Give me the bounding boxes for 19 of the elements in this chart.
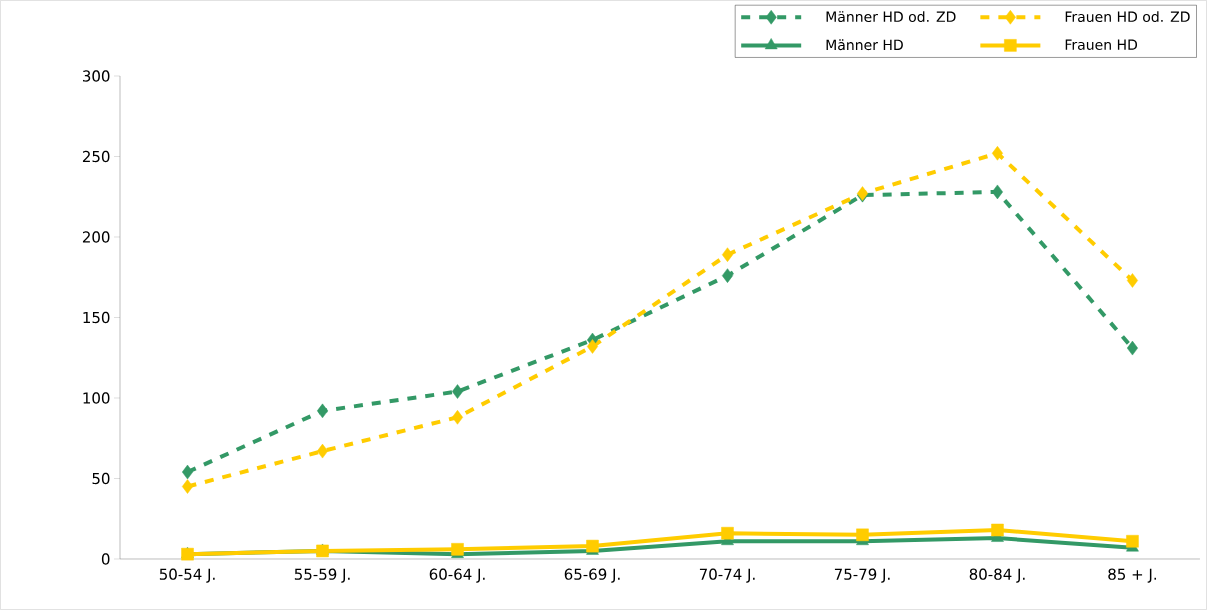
y-tick-label: 100 bbox=[83, 392, 110, 404]
y-tick-label: 150 bbox=[83, 311, 110, 324]
x-tick-label: 60-64 J. bbox=[429, 568, 485, 583]
x-tick-label: 55-59 J. bbox=[294, 568, 350, 583]
legend-label: Frauen HD od. ZD bbox=[1065, 11, 1190, 23]
y-tick-label: 300 bbox=[82, 70, 110, 82]
x-tick-label: 70-74 J. bbox=[699, 568, 755, 583]
x-tick-label: 80-84 J. bbox=[969, 568, 1025, 583]
legend-label: Männer HD od. ZD bbox=[826, 11, 956, 23]
y-tick-label: 50 bbox=[92, 472, 110, 485]
legend-label: Männer HD bbox=[826, 39, 903, 51]
x-tick-label: 50-54 J. bbox=[159, 568, 215, 583]
y-tick-label: 200 bbox=[82, 231, 110, 243]
y-tick-label: 250 bbox=[82, 150, 110, 163]
x-tick-label: 75-79 J. bbox=[834, 568, 890, 583]
legend-label: Frauen HD bbox=[1065, 39, 1138, 50]
x-tick-label: 85 + J. bbox=[1108, 568, 1157, 583]
y-tick-label: 0 bbox=[101, 553, 110, 565]
x-tick-label: 65-69 J. bbox=[564, 568, 620, 583]
